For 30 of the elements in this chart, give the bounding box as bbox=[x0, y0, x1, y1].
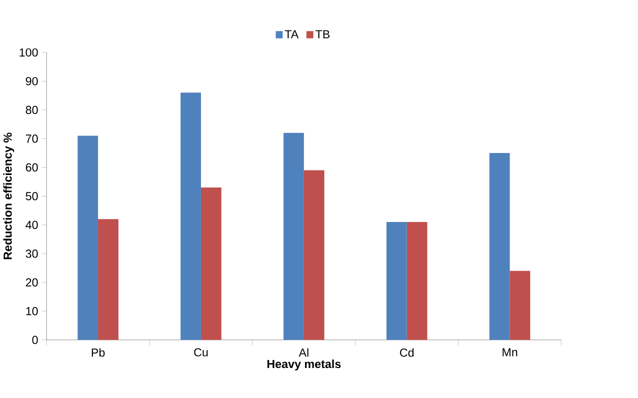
y-axis-title: Reduction efficiency % bbox=[3, 132, 14, 260]
bar bbox=[304, 170, 324, 340]
y-tick-label: 50 bbox=[26, 192, 38, 200]
y-tick-label: 70 bbox=[26, 134, 38, 143]
y-tick-label: 30 bbox=[26, 249, 38, 258]
y-tick-label: 100 bbox=[20, 48, 38, 56]
legend-label: TB bbox=[316, 30, 330, 38]
bar bbox=[284, 132, 304, 340]
x-tick-label: Al bbox=[298, 348, 308, 357]
bar bbox=[510, 270, 530, 340]
y-tick-label: 90 bbox=[26, 76, 38, 86]
x-tick-label: Cd bbox=[400, 348, 414, 357]
x-axis-title: Heavy metals bbox=[267, 359, 341, 370]
bar bbox=[78, 136, 98, 340]
legend-label: TA bbox=[284, 30, 299, 38]
y-tick-label: 20 bbox=[26, 278, 38, 286]
y-tick-label: 80 bbox=[26, 106, 38, 114]
bar bbox=[406, 222, 428, 340]
bar bbox=[489, 152, 510, 340]
bar bbox=[386, 222, 407, 340]
y-tick-label: 10 bbox=[26, 306, 38, 316]
y-tick-label: 0 bbox=[32, 336, 38, 344]
x-tick-label: Mn bbox=[502, 348, 518, 356]
y-tick-label: 40 bbox=[26, 220, 38, 229]
bar bbox=[98, 219, 118, 340]
bar bbox=[180, 92, 201, 340]
bar bbox=[200, 187, 222, 340]
x-tick-label: Pb bbox=[92, 348, 105, 357]
x-tick-label: Cu bbox=[194, 348, 208, 356]
y-tick-label: 60 bbox=[26, 163, 38, 172]
